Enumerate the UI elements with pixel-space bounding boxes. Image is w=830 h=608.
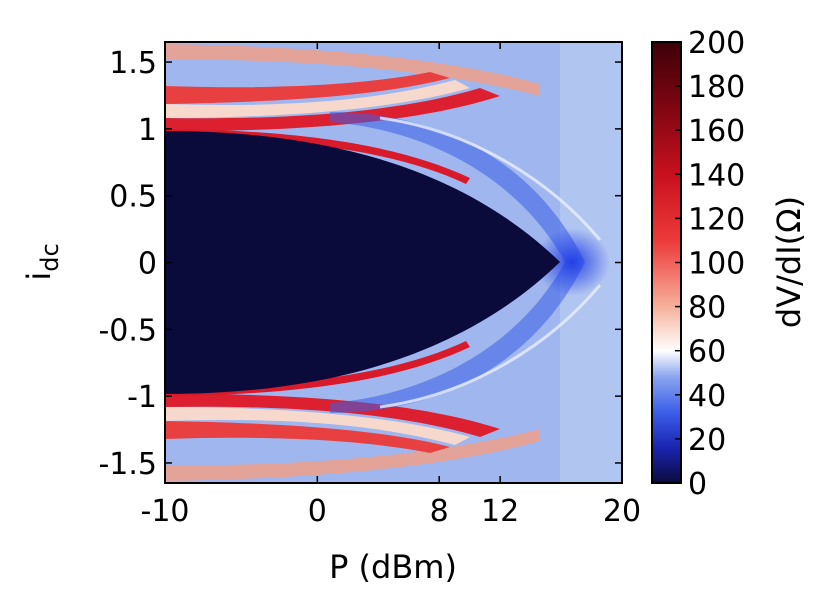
colorbar-tick-label: 0 [688, 467, 707, 502]
y-tick-label: -1 [127, 380, 157, 415]
colorbar-tick-label: 40 [688, 379, 726, 414]
lower-outer-red-band [165, 429, 540, 481]
upper-band-1-25 [165, 72, 450, 104]
superconducting-lobe [165, 131, 560, 394]
upper-band-1-0 [165, 88, 500, 132]
y-tick-label: 1.5 [109, 46, 157, 81]
lower-band-white [165, 407, 470, 445]
colorbar-tick-label: 60 [688, 335, 726, 370]
svg-text:idc: idc [20, 243, 64, 280]
lower-arc-line [379, 284, 602, 409]
colorbar-tick-label: 140 [688, 158, 745, 193]
x-tick-label: 12 [481, 494, 519, 529]
upper-outer-red-band [165, 44, 540, 96]
tip-glow [534, 228, 610, 296]
y-tick-label: 0 [138, 247, 157, 282]
x-tick-label: 20 [603, 494, 641, 529]
upper-band-white [165, 80, 470, 118]
lower-band-1-25 [165, 421, 450, 453]
colorbar-tick-label: 200 [688, 26, 745, 61]
y-tick-label: -1.5 [98, 447, 157, 482]
upper-arc-line [379, 116, 602, 241]
heatmap-image [165, 42, 622, 483]
y-axis-title-subscript: dc [36, 243, 64, 271]
colorbar-tick-label: 20 [688, 423, 726, 458]
y-axis-ticks: 1.5 1 0.5 0 -0.5 -1 -1.5 [98, 46, 622, 482]
x-tick-label: -10 [141, 494, 190, 529]
y-tick-label: 1 [138, 113, 157, 148]
colorbar-tick-label: 120 [688, 202, 745, 237]
x-tick-label: 0 [308, 494, 327, 529]
colorbar-label: dV/dI(Ω) [770, 196, 808, 328]
y-axis-title: idc [20, 243, 64, 280]
x-axis-ticks: -10 0 8 12 20 [141, 42, 641, 529]
y-tick-label: -0.5 [98, 313, 157, 348]
colorbar-tick-label: 160 [688, 114, 745, 149]
x-tick-label: 8 [430, 494, 449, 529]
y-axis-title-main: i [20, 272, 58, 281]
colorbar-tick-label: 80 [688, 291, 726, 326]
colorbar-tick-label: 100 [688, 247, 745, 282]
y-tick-label: 0.5 [109, 180, 157, 215]
lower-band-1-0 [165, 393, 500, 437]
x-axis-title: P (dBm) [329, 548, 457, 586]
colorbar-tick-label: 180 [688, 70, 745, 105]
